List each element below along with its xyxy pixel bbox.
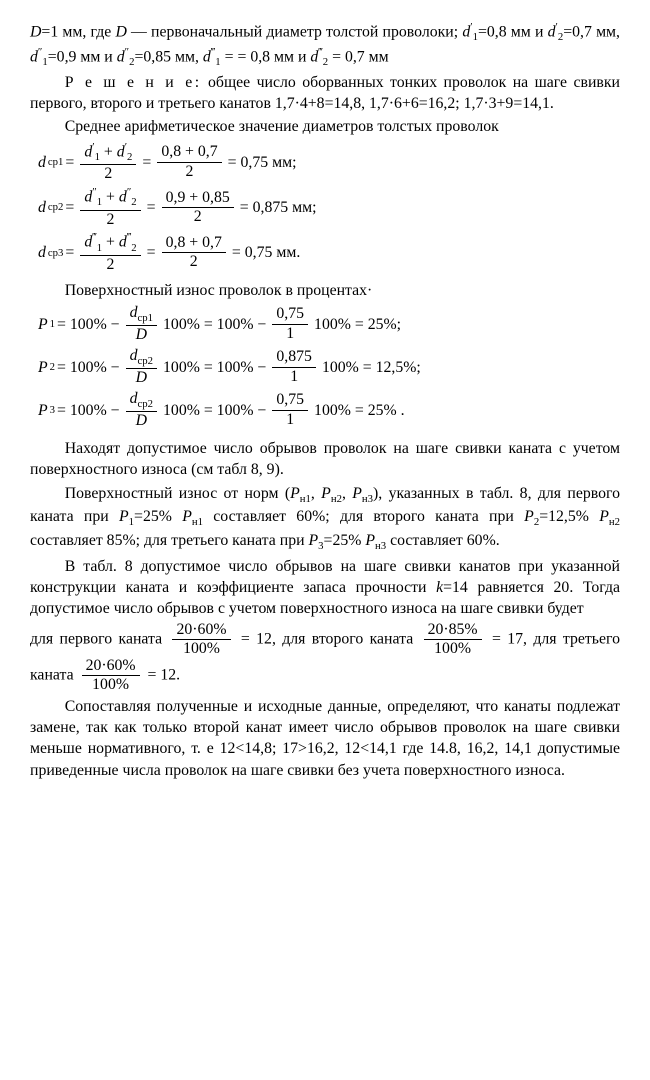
final-paragraph: Сопоставляя полученные и исходные данные… (30, 696, 620, 781)
frac-p1a: dср1 D (126, 305, 157, 344)
eq-p3: P3 = 100% − dср2 D 100% = 100% − 0,75 1 … (38, 391, 620, 430)
frac-p1b: 0,75 1 (272, 306, 308, 342)
frac-p3b: 0,75 1 (272, 392, 308, 428)
frac-inl1: 20·60%100% (172, 622, 230, 658)
eq-p2: P2 = 100% − dср2 D 100% = 100% − 0,875 1… (38, 348, 620, 387)
avg-title: Среднее арифметическое значение диаметро… (30, 116, 620, 137)
eq-dcp2: dср2 = d″1 + d″2 2 = 0,9 + 0,85 2 = 0,87… (38, 187, 620, 228)
frac-dcp1b: 0,8 + 0,7 2 (157, 144, 221, 180)
frac-inl3: 20·60%100% (82, 658, 140, 694)
frac-p2b: 0,875 1 (272, 349, 316, 385)
frac-dcp3a: d‴1 + d‴2 2 (80, 232, 140, 273)
body-p3: В табл. 8 допустимое число обрывов на ша… (30, 556, 620, 620)
solution-paragraph: Р е ш е н и е: общее число оборванных то… (30, 72, 620, 115)
frac-dcp2b: 0,9 + 0,85 2 (162, 190, 234, 226)
solution-label: Р е ш е н и е: (65, 74, 202, 91)
frac-p2a: dср2 D (126, 348, 157, 387)
eq-dcp1: dср1 = d′1 + d′2 2 = 0,8 + 0,7 2 = 0,75 … (38, 142, 620, 183)
page-content: D=1 мм, где D — первоначальный диаметр т… (0, 0, 650, 803)
eq-dcp3: dср3 = d‴1 + d‴2 2 = 0,8 + 0,7 2 = 0,75 … (38, 232, 620, 273)
body-p2: Поверхностный износ от норм (Pн1, Pн2, P… (30, 483, 620, 554)
wear-title: Поверхностный износ проволок в процентах… (30, 280, 620, 301)
body-p1: Находят допустимое число обрывов проволо… (30, 438, 620, 481)
intro-paragraph: D=1 мм, где D — первоначальный диаметр т… (30, 20, 620, 70)
frac-inl2: 20·85%100% (424, 622, 482, 658)
eq-p1: P1 = 100% − dср1 D 100% = 100% − 0,75 1 … (38, 305, 620, 344)
frac-dcp2a: d″1 + d″2 2 (80, 187, 140, 228)
inline-fracs: для первого каната 20·60%100% = 12, для … (30, 622, 620, 694)
frac-dcp3b: 0,8 + 0,7 2 (162, 235, 226, 271)
frac-dcp1a: d′1 + d′2 2 (80, 142, 136, 183)
frac-p3a: dср2 D (126, 391, 157, 430)
